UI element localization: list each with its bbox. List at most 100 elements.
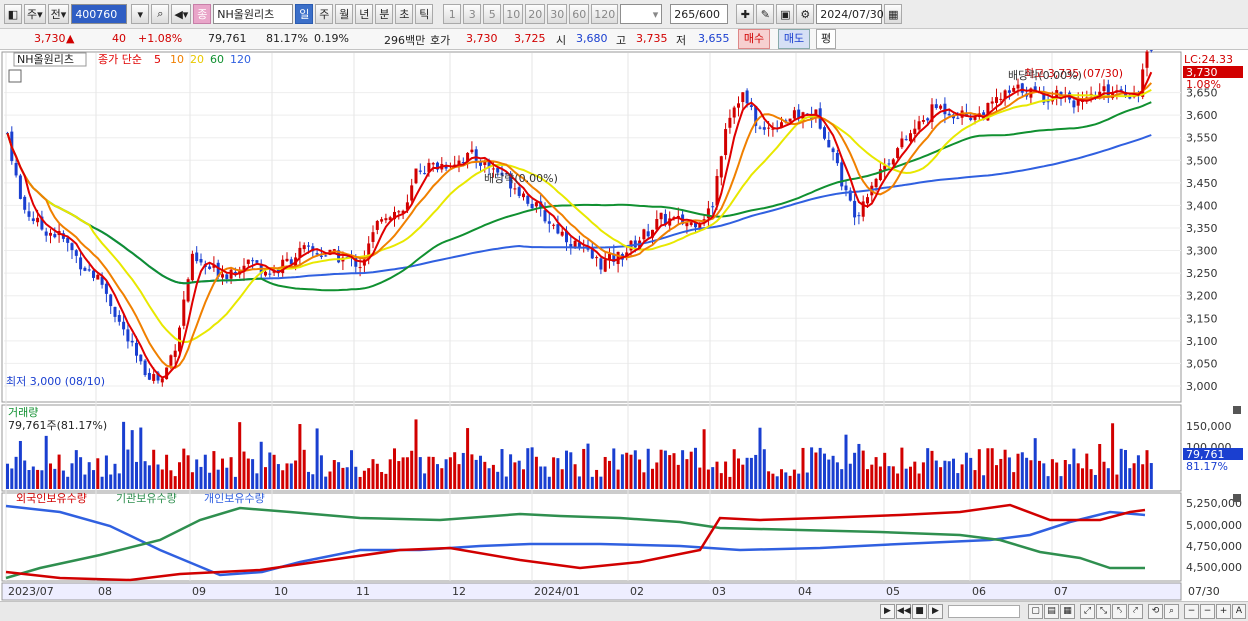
volume-bar	[969, 457, 973, 489]
holding-panel-close-icon[interactable]	[1233, 494, 1241, 502]
speaker-icon[interactable]: ◀▾	[171, 4, 192, 24]
legend-symbol: NH올원리츠	[17, 53, 74, 66]
volume-bar	[461, 452, 465, 489]
volume-panel-close-icon[interactable]	[1233, 406, 1241, 414]
layout-3-icon[interactable]: ▦	[1060, 604, 1075, 619]
volume-bar	[633, 450, 637, 489]
volume-bar	[397, 461, 401, 489]
legend-inst: 기관보유수량	[116, 492, 177, 505]
dividend-annotation-1: 배당락(0.00%)	[1008, 69, 1082, 82]
tab-interval-week[interactable]: 주	[315, 4, 334, 24]
dropdown-icon[interactable]: ▾	[131, 4, 150, 24]
tab-interval-month[interactable]: 월	[335, 4, 354, 24]
tool-4-icon[interactable]: ⤤	[1128, 604, 1143, 619]
volume-bar	[603, 456, 607, 489]
unit-120[interactable]: 120	[591, 4, 619, 24]
volume-bar	[517, 460, 521, 489]
volume-bar	[186, 455, 190, 489]
volume-bar	[87, 462, 91, 489]
eval-button[interactable]: 평	[816, 29, 836, 49]
zoom-slider[interactable]	[948, 605, 1020, 618]
layout-2-icon[interactable]: ▤	[1044, 604, 1059, 619]
volume-bar	[1046, 476, 1050, 489]
current-price-tag	[1183, 66, 1243, 78]
rewind-icon[interactable]: ◀◀	[896, 604, 911, 619]
candle-body	[517, 187, 521, 196]
candle-body	[655, 219, 659, 230]
tab-interval-year[interactable]: 년	[355, 4, 374, 24]
unit-30[interactable]: 30	[547, 4, 568, 24]
buy-button[interactable]: 매수	[738, 29, 770, 49]
x-axis-label: 2024/01	[534, 585, 580, 598]
count-input[interactable]: 265/600	[670, 4, 729, 24]
save-icon[interactable]: ▣	[776, 4, 795, 24]
tab-interval-second[interactable]: 초	[395, 4, 414, 24]
prev-select[interactable]: 전 ▾	[47, 4, 70, 24]
volume-bar	[762, 449, 766, 489]
zoom-out-icon[interactable]: −	[1184, 604, 1199, 619]
candle-body	[1033, 86, 1037, 92]
price-tick: 3,400	[1186, 199, 1218, 212]
candle-body	[31, 218, 35, 222]
tab-interval-minute[interactable]: 분	[375, 4, 394, 24]
unit-1[interactable]: 1	[443, 4, 462, 24]
font-size-icon[interactable]: A	[1232, 604, 1246, 619]
chart-area[interactable]: NH올원리츠 종가 단순 5 10 20 60 120 최저 3,000 (08…	[0, 43, 1248, 602]
candle-body	[27, 211, 31, 217]
volume-bar	[311, 474, 315, 489]
unit-60[interactable]: 60	[569, 4, 590, 24]
tool-3-icon[interactable]: ⤣	[1112, 604, 1127, 619]
chart-icon[interactable]: ◧	[4, 4, 22, 24]
tool-5-icon[interactable]: ⟲	[1148, 604, 1163, 619]
tool-2-icon[interactable]: ⤡	[1096, 604, 1111, 619]
table-icon[interactable]	[8, 69, 22, 83]
calendar-icon[interactable]: ▦	[884, 4, 903, 24]
volume-bar	[324, 476, 328, 489]
volume-bar	[328, 471, 332, 489]
stop-icon[interactable]: ■	[912, 604, 927, 619]
candle-body	[130, 340, 134, 343]
layout-1-icon[interactable]: ▢	[1028, 604, 1043, 619]
candle-body	[1012, 87, 1016, 92]
candle-body	[367, 243, 371, 260]
gear-icon[interactable]: ⚙	[796, 4, 815, 24]
price-chart-svg[interactable]: NH올원리츠 종가 단순 5 10 20 60 120 최저 3,000 (08…	[0, 43, 1248, 602]
unit-20[interactable]: 20	[525, 4, 546, 24]
play-icon[interactable]: ▶	[928, 604, 943, 619]
unit-dropdown[interactable]: ▾	[620, 4, 663, 24]
magnifier-icon[interactable]: ⌕	[1164, 604, 1179, 619]
tool-1-icon[interactable]: ⤢	[1080, 604, 1095, 619]
candle-body	[663, 213, 667, 225]
date-input[interactable]: 2024/07/30	[816, 4, 884, 24]
unit-10[interactable]: 10	[503, 4, 524, 24]
x-axis-label: 07	[1054, 585, 1068, 598]
volume-bar	[921, 462, 925, 489]
unit-5[interactable]: 5	[483, 4, 502, 24]
crosshair-icon[interactable]: ✚	[736, 4, 755, 24]
inst-line	[5, 506, 1145, 580]
volume-bar	[337, 462, 341, 489]
volume-bar	[57, 454, 61, 489]
price-tick: 3,450	[1186, 177, 1218, 190]
candle-body	[612, 253, 616, 262]
volume-bar	[995, 465, 998, 489]
volume-bar	[939, 467, 943, 489]
minus-icon[interactable]: −	[1200, 604, 1215, 619]
scroll-right-icon[interactable]: ▶	[880, 604, 895, 619]
price-axis-ticks: 3,650 3,600 3,550 3,500 3,450 3,400 3,350 3,300…	[1186, 87, 1218, 393]
search-icon[interactable]: ⌕	[151, 4, 170, 24]
candle-body	[1020, 83, 1024, 93]
change-arrow: ▲	[66, 32, 75, 45]
draw-tool-icon[interactable]: ✎	[756, 4, 775, 24]
tab-interval-tick[interactable]: 틱	[415, 4, 434, 24]
candle-body	[883, 165, 887, 170]
x-axis-label: 09	[192, 585, 206, 598]
unit-3[interactable]: 3	[463, 4, 482, 24]
symbol-code-input[interactable]: 400760	[71, 4, 128, 24]
sell-button[interactable]: 매도	[778, 29, 810, 49]
volume-bar	[1136, 455, 1140, 489]
period-select[interactable]: 주 ▾	[24, 4, 46, 24]
zoom-in-icon[interactable]: +	[1216, 604, 1231, 619]
candle-body	[1003, 90, 1007, 100]
tab-interval-day[interactable]: 일	[295, 4, 314, 24]
